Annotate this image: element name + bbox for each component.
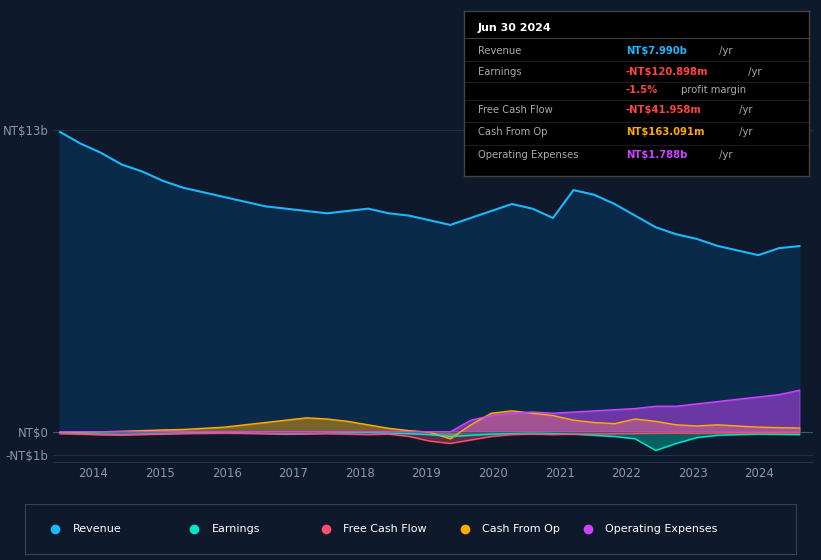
Text: /yr: /yr xyxy=(736,127,752,137)
Text: Revenue: Revenue xyxy=(478,46,521,56)
Text: Cash From Op: Cash From Op xyxy=(481,524,559,534)
Text: /yr: /yr xyxy=(745,67,762,77)
Text: Free Cash Flow: Free Cash Flow xyxy=(478,105,553,115)
Text: NT$1.788b: NT$1.788b xyxy=(626,150,687,160)
Text: -NT$120.898m: -NT$120.898m xyxy=(626,67,709,77)
Text: NT$7.990b: NT$7.990b xyxy=(626,46,687,56)
Text: -1.5%: -1.5% xyxy=(626,86,658,96)
Text: Free Cash Flow: Free Cash Flow xyxy=(342,524,426,534)
Text: Jun 30 2024: Jun 30 2024 xyxy=(478,23,552,33)
Text: Operating Expenses: Operating Expenses xyxy=(605,524,718,534)
Text: Cash From Op: Cash From Op xyxy=(478,127,547,137)
Text: Revenue: Revenue xyxy=(72,524,122,534)
Text: /yr: /yr xyxy=(736,105,752,115)
Text: -NT$41.958m: -NT$41.958m xyxy=(626,105,702,115)
Text: /yr: /yr xyxy=(716,46,733,56)
Text: Earnings: Earnings xyxy=(478,67,521,77)
Text: profit margin: profit margin xyxy=(677,86,745,96)
Text: Operating Expenses: Operating Expenses xyxy=(478,150,578,160)
Text: /yr: /yr xyxy=(716,150,733,160)
Text: Earnings: Earnings xyxy=(211,524,260,534)
Text: NT$163.091m: NT$163.091m xyxy=(626,127,704,137)
